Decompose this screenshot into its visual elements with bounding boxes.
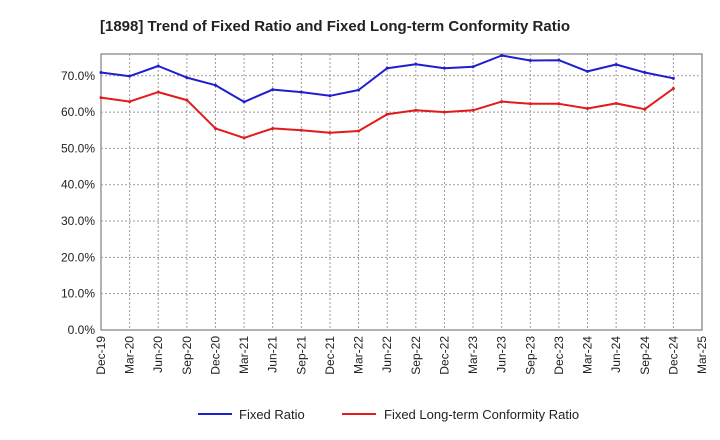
y-tick-label: 50.0%	[61, 141, 95, 155]
data-point	[299, 90, 303, 94]
data-point	[357, 88, 361, 92]
x-tick-label: Mar-25	[695, 336, 709, 374]
data-point	[586, 69, 590, 73]
data-point	[271, 88, 275, 92]
x-tick-label: Dec-20	[208, 336, 222, 375]
data-point	[528, 59, 532, 63]
data-point	[643, 71, 647, 75]
series-lines	[99, 53, 675, 140]
x-tick-label: Sep-20	[180, 336, 194, 375]
data-point	[643, 107, 647, 111]
data-point	[442, 66, 446, 70]
data-point	[471, 65, 475, 69]
x-axis-ticks: Dec-19 Mar-20 Jun-20 Sep-20 Dec-20 Mar-21 Jun-…	[94, 336, 709, 375]
x-tick-label: Mar-22	[352, 336, 366, 374]
data-point	[213, 83, 217, 87]
data-point	[328, 131, 332, 135]
x-tick-label: Mar-20	[123, 336, 137, 374]
x-tick-label: Jun-22	[380, 336, 394, 373]
plot-area	[100, 53, 703, 331]
data-point	[242, 100, 246, 104]
data-point	[614, 63, 618, 67]
x-tick-label: Mar-23	[466, 336, 480, 374]
data-point	[128, 74, 132, 78]
x-tick-label: Dec-19	[94, 336, 108, 375]
x-tick-label: Mar-24	[581, 336, 595, 374]
x-tick-label: Jun-20	[151, 336, 165, 373]
x-tick-label: Sep-21	[294, 336, 308, 375]
x-tick-label: Dec-24	[666, 336, 680, 375]
data-point	[185, 98, 189, 102]
data-point	[99, 71, 103, 75]
x-tick-label: Jun-23	[495, 336, 509, 373]
y-tick-label: 30.0%	[61, 214, 95, 228]
y-tick-label: 40.0%	[61, 178, 95, 192]
data-point	[357, 129, 361, 133]
y-axis-ticks: 0.0% 10.0% 20.0% 30.0% 40.0% 50.0% 60.0% 70.0%	[61, 69, 95, 337]
data-point	[414, 108, 418, 112]
data-point	[471, 108, 475, 112]
x-tick-label: Jun-21	[266, 336, 280, 373]
data-point	[614, 101, 618, 105]
data-point	[299, 128, 303, 132]
data-point	[671, 76, 675, 80]
y-tick-label: 20.0%	[61, 250, 95, 264]
data-point	[185, 76, 189, 80]
data-point	[557, 58, 561, 62]
y-tick-label: 60.0%	[61, 105, 95, 119]
data-point	[557, 102, 561, 106]
data-point	[213, 126, 217, 130]
x-tick-label: Dec-22	[437, 336, 451, 375]
y-tick-label: 0.0%	[68, 323, 96, 337]
y-tick-label: 10.0%	[61, 287, 95, 301]
data-point	[586, 106, 590, 110]
data-point	[500, 100, 504, 104]
chart-title: [1898] Trend of Fixed Ratio and Fixed Lo…	[100, 18, 570, 35]
y-tick-label: 70.0%	[61, 69, 95, 83]
x-tick-label: Dec-21	[323, 336, 337, 375]
x-tick-label: Mar-21	[237, 336, 251, 374]
data-point	[128, 100, 132, 104]
legend-label-2: Fixed Long-term Conformity Ratio	[384, 407, 579, 422]
legend-label-1: Fixed Ratio	[239, 407, 305, 422]
data-point	[242, 136, 246, 140]
x-tick-label: Jun-24	[609, 336, 623, 373]
data-point	[414, 62, 418, 66]
legend: Fixed Ratio Fixed Long-term Conformity Ra…	[198, 407, 579, 422]
data-point	[385, 66, 389, 70]
data-point	[156, 90, 160, 94]
x-tick-label: Sep-23	[523, 336, 537, 375]
x-tick-label: Sep-22	[409, 336, 423, 375]
data-point	[500, 53, 504, 57]
data-point	[671, 87, 675, 90]
data-point	[385, 112, 389, 116]
data-point	[328, 94, 332, 98]
data-point	[442, 110, 446, 114]
x-tick-label: Dec-23	[552, 336, 566, 375]
data-point	[99, 96, 103, 100]
data-point	[156, 64, 160, 68]
x-tick-label: Sep-24	[638, 336, 652, 375]
data-point	[528, 102, 532, 106]
data-point	[271, 126, 275, 130]
